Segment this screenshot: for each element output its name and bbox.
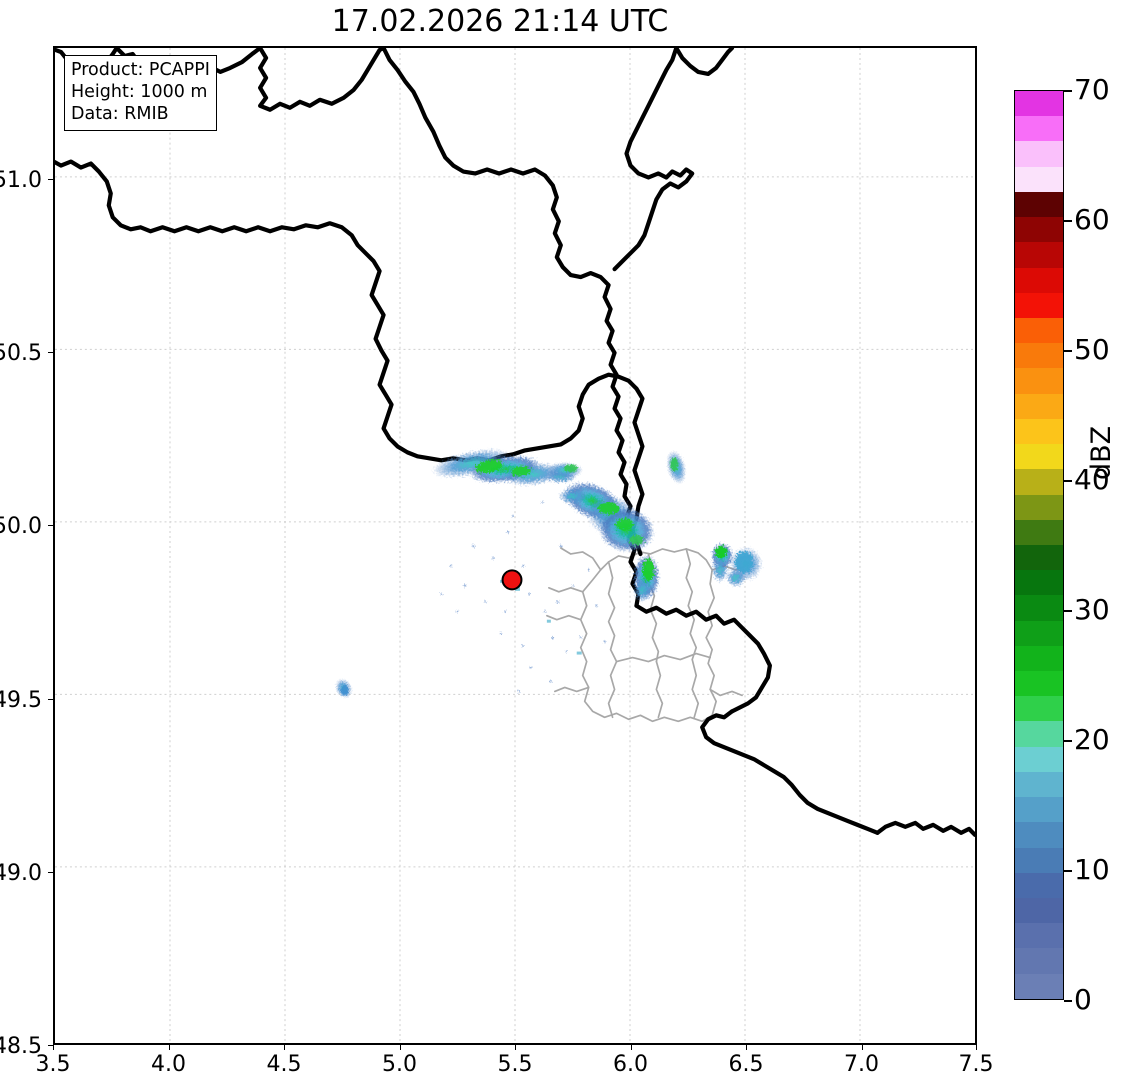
- colorbar-band-16: [1015, 570, 1063, 596]
- info-product: Product: PCAPPI: [71, 60, 210, 80]
- y-tick-label-0: 48.5: [0, 1034, 42, 1059]
- colorbar-band-18: [1015, 519, 1063, 545]
- grid-lines: [55, 48, 975, 1043]
- colorbar-band-15: [1015, 595, 1063, 621]
- y-tick-1: [48, 871, 53, 873]
- y-tick-label-3: 50.0: [0, 514, 42, 540]
- x-tick-label-2: 4.5: [266, 1052, 302, 1077]
- colorbar-tick-20: [1064, 740, 1072, 742]
- colorbar-title: dBZ: [1086, 425, 1117, 480]
- colorbar-band-5: [1015, 847, 1063, 873]
- colorbar-band-0: [1015, 973, 1063, 999]
- page-title: 17.02.2026 21:14 UTC: [331, 4, 669, 39]
- info-height: Height: 1000 m: [71, 82, 208, 103]
- radar-echoes: [335, 449, 762, 699]
- colorbar-tick-30: [1064, 610, 1072, 612]
- x-tick-8: [976, 1045, 977, 1050]
- x-tick-6: [746, 1045, 747, 1050]
- colorbar-band-3: [1015, 898, 1063, 924]
- colorbar-band-22: [1015, 418, 1063, 445]
- map-canvas: [55, 48, 975, 1043]
- colorbar-band-10: [1015, 721, 1063, 747]
- x-tick-label-7: 7.0: [844, 1052, 879, 1077]
- x-tick-label-8: 7.5: [958, 1052, 994, 1077]
- x-tick-label-5: 6.0: [613, 1052, 648, 1077]
- colorbar-label-40: 40: [1074, 463, 1110, 496]
- colorbar-tick-10: [1064, 870, 1072, 872]
- colorbar-band-34: [1015, 116, 1063, 142]
- radar-speckle: [440, 501, 606, 693]
- y-tick-2: [48, 698, 53, 700]
- radar-site-marker[interactable]: [501, 569, 523, 591]
- y-tick-0: [48, 1045, 53, 1046]
- colorbar-band-31: [1015, 191, 1063, 218]
- y-tick-label-5: 51.0: [0, 168, 42, 193]
- colorbar-band-35: [1015, 91, 1063, 117]
- x-tick-label-0: 3.5: [35, 1052, 71, 1077]
- map-plot-area[interactable]: [53, 46, 977, 1045]
- y-tick-label-2: 49.5: [0, 687, 42, 713]
- colorbar-label-70: 70: [1074, 73, 1110, 106]
- colorbar-band-32: [1015, 166, 1063, 192]
- colorbar-tick-50: [1064, 350, 1072, 352]
- y-tick-label-4: 50.5: [0, 341, 42, 367]
- colorbar-label-60: 60: [1074, 203, 1110, 236]
- colorbar-band-27: [1015, 292, 1063, 318]
- x-tick-label-3: 5.0: [382, 1052, 417, 1077]
- y-tick-label-1: 49.0: [0, 860, 42, 886]
- y-tick-4: [48, 352, 53, 354]
- colorbar-band-6: [1015, 822, 1063, 848]
- colorbar-band-9: [1015, 746, 1063, 772]
- colorbar-band-26: [1015, 317, 1063, 344]
- colorbar-band-4: [1015, 872, 1063, 898]
- colorbar-band-25: [1015, 343, 1063, 369]
- colorbar-band-20: [1015, 469, 1063, 495]
- x-tick-5: [630, 1045, 632, 1050]
- colorbar-band-1: [1015, 948, 1063, 974]
- x-tick-label-6: 6.5: [728, 1052, 764, 1077]
- x-tick-1: [168, 1045, 170, 1050]
- colorbar-band-28: [1015, 267, 1063, 293]
- x-tick-3: [399, 1045, 401, 1050]
- x-tick-0: [53, 1045, 54, 1050]
- x-tick-label-1: 4.0: [151, 1052, 186, 1077]
- colorbar-band-8: [1015, 771, 1063, 798]
- colorbar-band-24: [1015, 368, 1063, 394]
- x-tick-4: [515, 1045, 516, 1050]
- colorbar-band-7: [1015, 797, 1063, 823]
- colorbar-band-30: [1015, 217, 1063, 243]
- colorbar-band-14: [1015, 620, 1063, 646]
- colorbar-band-12: [1015, 671, 1063, 697]
- radar-speckle-cyan: [500, 579, 582, 655]
- colorbar-label-50: 50: [1074, 333, 1110, 366]
- colorbar-band-11: [1015, 696, 1063, 722]
- y-tick-3: [48, 525, 53, 527]
- colorbar-label-0: 0: [1074, 983, 1092, 1016]
- colorbar-label-10: 10: [1074, 853, 1110, 886]
- colorbar-tick-40: [1064, 480, 1072, 482]
- colorbar-band-29: [1015, 242, 1063, 268]
- colorbar: [1014, 90, 1064, 1000]
- colorbar-band-17: [1015, 544, 1063, 571]
- colorbar-label-20: 20: [1074, 723, 1110, 756]
- x-tick-2: [284, 1045, 285, 1050]
- y-tick-5: [48, 179, 53, 180]
- x-tick-label-4: 5.5: [497, 1052, 533, 1077]
- colorbar-tick-0: [1064, 1000, 1072, 1002]
- colorbar-band-21: [1015, 444, 1063, 470]
- colorbar-band-23: [1015, 393, 1063, 419]
- colorbar-band-19: [1015, 494, 1063, 520]
- colorbar-tick-60: [1064, 220, 1072, 222]
- national-borders: [55, 48, 975, 837]
- colorbar-tick-70: [1064, 90, 1072, 92]
- colorbar-label-30: 30: [1074, 593, 1110, 626]
- info-box: Product: PCAPPI Height: 1000 m Data: RMI…: [64, 55, 217, 131]
- x-tick-7: [861, 1045, 863, 1050]
- info-data: Data: RMIB: [71, 104, 169, 125]
- colorbar-band-33: [1015, 141, 1063, 167]
- colorbar-band-13: [1015, 645, 1063, 672]
- colorbar-band-2: [1015, 923, 1063, 949]
